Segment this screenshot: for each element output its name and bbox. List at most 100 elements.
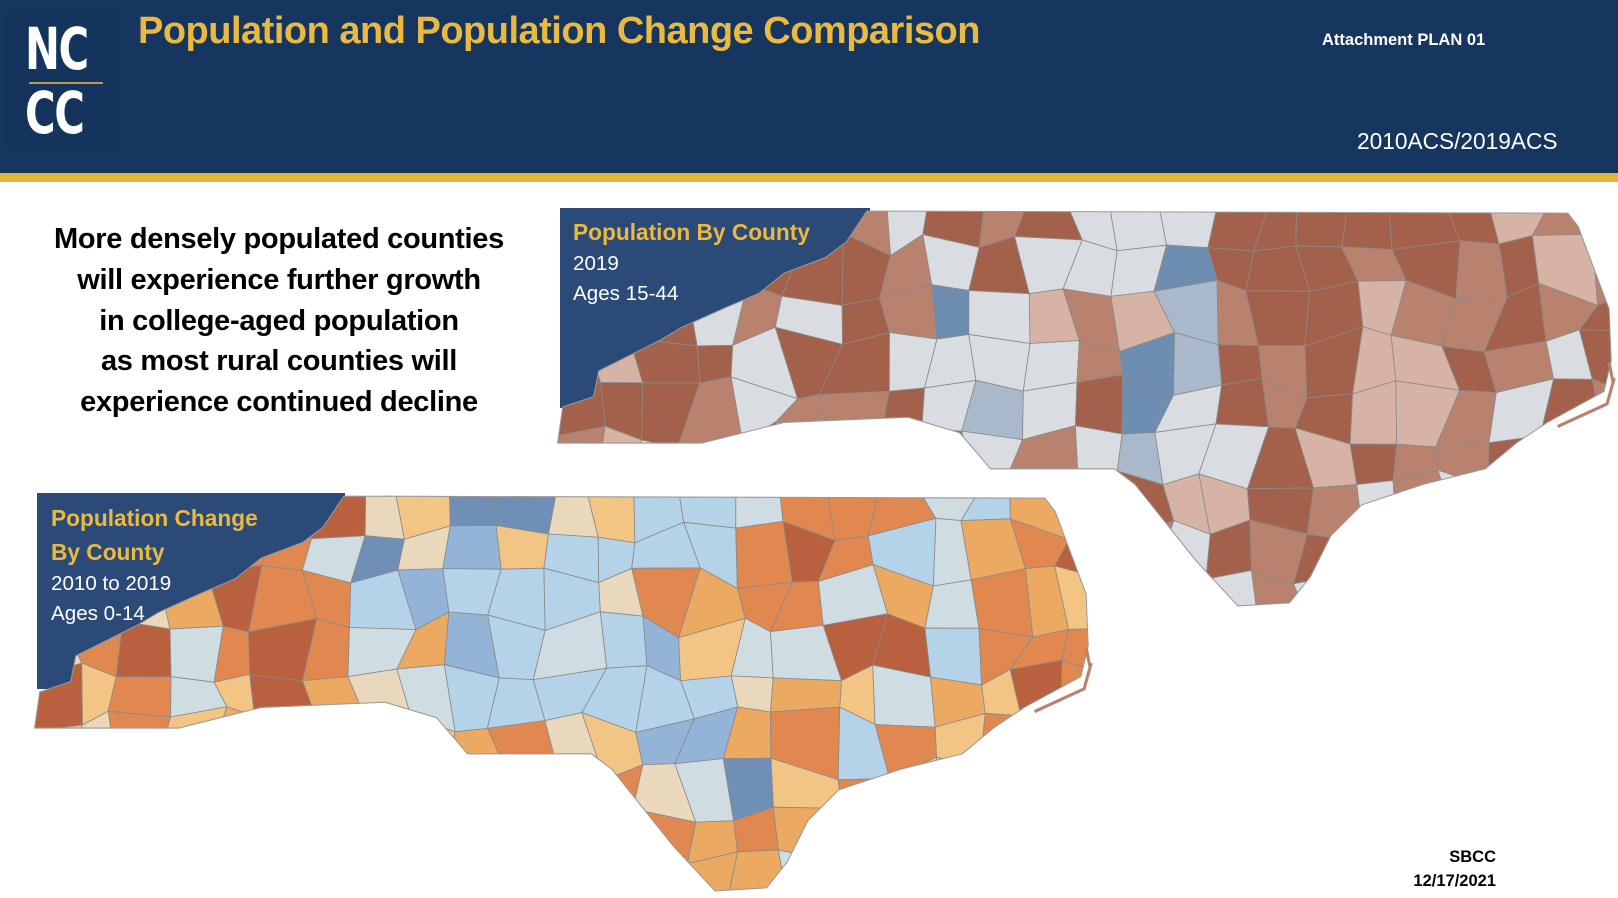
change-map-title: Population Change [51,505,258,531]
county [676,442,744,482]
county [1074,374,1124,435]
county [60,521,121,571]
county [499,818,560,867]
county [34,814,60,876]
county [1107,211,1168,252]
county [723,211,799,258]
county [1531,211,1593,236]
county [158,820,221,868]
state-outline [557,210,1612,607]
county [924,579,980,629]
county [557,329,602,383]
population-map-ages: Ages 15-44 [573,282,679,305]
change-map-title: By County [51,539,165,565]
county [107,496,159,540]
gold-divider [0,173,1618,182]
footer-date: 12/17/2021 [1413,872,1496,890]
county [396,858,462,891]
county [1215,377,1270,428]
county [445,807,508,866]
county [1546,476,1589,534]
county [158,853,218,891]
county [262,496,313,540]
logo-text-top: NC [25,15,89,83]
county [251,756,309,822]
county [557,211,607,258]
county [298,496,367,540]
county [922,859,983,891]
county [557,237,607,286]
county [979,768,1028,826]
county [961,430,1024,489]
county [1117,519,1175,578]
county [924,627,983,686]
county [636,236,691,296]
county [353,713,413,771]
nccc-logo: NC CC [4,10,120,149]
county [1057,867,1089,891]
county [251,714,316,781]
county [1349,443,1398,486]
outer-banks [1033,647,1093,713]
county [486,720,556,778]
county [599,611,648,669]
county [554,758,606,825]
county [218,496,274,534]
county [445,858,501,891]
county [580,808,637,871]
logo-text-bottom: CC [25,79,85,147]
county [210,853,270,891]
county [628,286,698,347]
county [266,861,323,891]
county [876,428,923,492]
county [34,496,74,527]
county [107,866,164,891]
county [301,855,358,891]
county [1587,431,1612,490]
county [1341,211,1393,251]
county [1346,570,1413,606]
county [975,859,1031,891]
county [1074,425,1123,484]
county [106,826,163,872]
county [1488,435,1551,496]
key-message: More densely populated counties will exp… [21,219,537,423]
county [930,756,987,826]
county [1155,577,1217,606]
county [689,211,749,242]
county [1017,807,1073,869]
county [686,236,749,288]
county [1068,496,1089,541]
county [442,525,502,570]
county [931,284,970,340]
county [982,812,1032,866]
county [781,232,844,306]
county [1295,211,1350,248]
county [1017,775,1073,826]
logo-rule [29,82,103,84]
county [34,565,68,634]
county [635,863,688,891]
county [837,778,891,820]
county [106,758,163,828]
county [816,861,871,891]
county [65,496,120,533]
county [1539,435,1604,496]
county [156,532,220,570]
county [1537,578,1596,606]
county [495,864,560,891]
county [831,443,880,492]
county [210,816,268,863]
county [777,849,843,891]
county [115,620,172,678]
county [342,855,400,891]
county [353,768,413,813]
key-message-line: as most rural counties will [100,345,458,378]
county [342,804,398,872]
county [1441,517,1490,591]
county [735,520,793,589]
county [1024,864,1077,891]
county [970,568,1034,638]
county [580,868,651,891]
